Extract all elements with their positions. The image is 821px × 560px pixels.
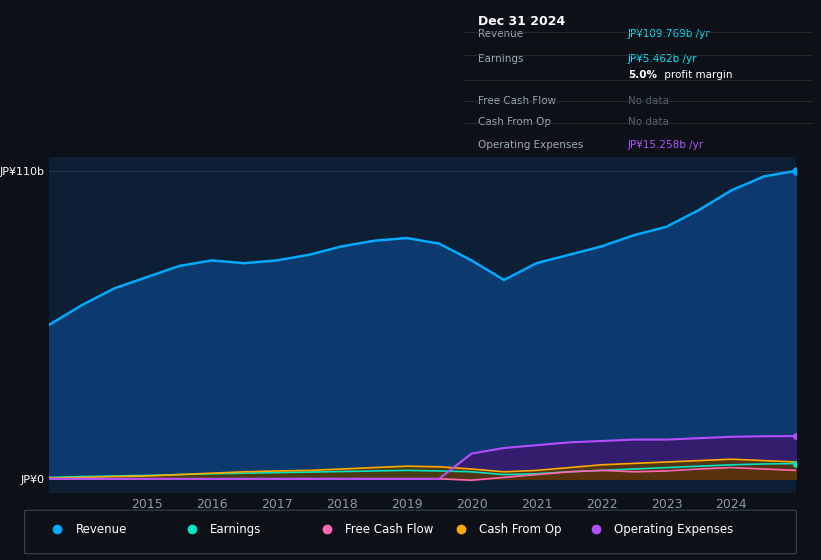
Text: JP¥5.462b /yr: JP¥5.462b /yr — [628, 54, 697, 64]
Text: JP¥109.769b /yr: JP¥109.769b /yr — [628, 30, 710, 39]
Text: No data: No data — [628, 117, 669, 127]
Text: 5.0%: 5.0% — [628, 69, 657, 80]
Text: Free Cash Flow: Free Cash Flow — [345, 522, 433, 536]
Text: JP¥15.258b /yr: JP¥15.258b /yr — [628, 141, 704, 151]
Text: profit margin: profit margin — [661, 69, 732, 80]
Text: Cash From Op: Cash From Op — [478, 117, 551, 127]
Text: Free Cash Flow: Free Cash Flow — [478, 96, 556, 106]
Text: Earnings: Earnings — [210, 522, 262, 536]
Text: Revenue: Revenue — [76, 522, 127, 536]
Text: Revenue: Revenue — [478, 30, 523, 39]
Text: Dec 31 2024: Dec 31 2024 — [478, 15, 565, 28]
Text: Cash From Op: Cash From Op — [479, 522, 562, 536]
Text: Operating Expenses: Operating Expenses — [478, 141, 583, 151]
Text: Earnings: Earnings — [478, 54, 523, 64]
Text: Operating Expenses: Operating Expenses — [614, 522, 733, 536]
Text: No data: No data — [628, 96, 669, 106]
